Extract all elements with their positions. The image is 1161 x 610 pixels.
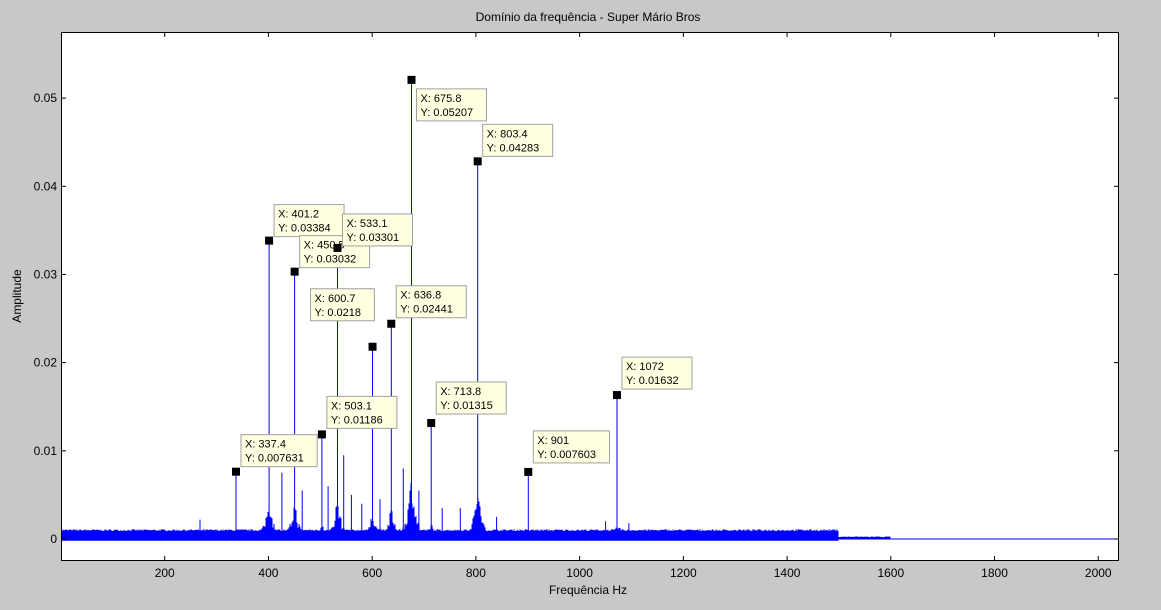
x-tick-label: 600 (362, 566, 382, 580)
datatip-marker (368, 342, 377, 351)
datatip-x-label: X: 337.4 (245, 439, 286, 451)
datatip[interactable]: X: 803.4 Y: 0.04283 (473, 123, 554, 166)
datatip-x-label: X: 675.8 (420, 93, 461, 105)
datatip-y-label: Y: 0.05207 (420, 107, 473, 119)
datatip-x-label: X: 401.2 (278, 209, 319, 221)
datatip-marker (473, 157, 482, 166)
datatip-y-label: Y: 0.007603 (537, 449, 596, 461)
datatip-box (273, 204, 345, 238)
datatip-marker (612, 391, 621, 400)
datatip-box (326, 395, 398, 429)
datatip-box (415, 88, 487, 122)
datatip-marker (524, 467, 533, 476)
datatip-y-label: Y: 0.03301 (346, 232, 399, 244)
x-tick-label: 1400 (774, 566, 801, 580)
datatip-box (482, 123, 554, 157)
x-tick-label: 200 (155, 566, 175, 580)
datatip-x-label: X: 803.4 (487, 128, 528, 140)
plot-frame (61, 32, 1119, 561)
datatip[interactable]: X: 533.1 Y: 0.03301 (333, 213, 413, 252)
datatip-y-label: Y: 0.007631 (245, 453, 304, 465)
datatip[interactable]: X: 503.1 Y: 0.01186 (317, 395, 398, 439)
spectrum-series (61, 79, 1119, 541)
datatip-box (621, 356, 693, 390)
datatip-x-label: X: 533.1 (346, 218, 387, 230)
y-axis-label: Amplitude (10, 269, 24, 323)
datatip-y-label: Y: 0.0218 (315, 307, 362, 319)
x-tick-label: 2000 (1085, 566, 1112, 580)
datatip-marker (387, 319, 396, 328)
y-tick-label: 0 (50, 532, 57, 546)
datatip-x-label: X: 713.8 (440, 386, 481, 398)
y-tick-label: 0.05 (34, 91, 58, 105)
chart-title: Domínio da frequência - Super Mário Bros (476, 10, 701, 24)
x-tick-label: 800 (466, 566, 486, 580)
y-tick-label: 0.03 (34, 267, 58, 281)
datatip-marker (427, 419, 436, 428)
datatip-marker (231, 467, 240, 476)
datatip-box (310, 288, 375, 322)
datatip-y-label: Y: 0.01632 (626, 375, 679, 387)
datatip[interactable]: X: 636.8 Y: 0.02441 (387, 285, 467, 328)
x-axis-label: Frequência Hz (549, 583, 627, 597)
datatip[interactable]: X: 1072 Y: 0.01632 (612, 356, 693, 400)
datatip-x-label: X: 636.8 (400, 290, 441, 302)
datatip-x-label: X: 503.1 (331, 400, 372, 412)
datatip-y-label: Y: 0.01315 (440, 400, 493, 412)
x-tick-label: 1000 (566, 566, 593, 580)
datatip-marker (333, 243, 342, 252)
datatip-x-label: X: 600.7 (315, 293, 356, 305)
datatip[interactable]: X: 675.8 Y: 0.05207 (407, 75, 487, 122)
y-tick-label: 0.04 (34, 179, 58, 193)
datatip-box (532, 430, 610, 464)
datatip-marker (265, 236, 274, 245)
x-tick-label: 1600 (877, 566, 904, 580)
datatip[interactable]: X: 337.4 Y: 0.007631 (231, 434, 318, 476)
datatip-marker (290, 267, 299, 276)
datatip[interactable]: X: 713.8 Y: 0.01315 (427, 381, 507, 428)
datatip-y-label: Y: 0.01186 (331, 414, 383, 426)
spectrum-line (61, 79, 1119, 541)
x-tick-label: 1800 (981, 566, 1008, 580)
datatip-box (395, 285, 467, 319)
datatip-marker (317, 430, 326, 439)
datatip-box (240, 434, 318, 468)
datatip[interactable]: X: 401.2 Y: 0.03384 (265, 204, 345, 245)
datatip-x-label: X: 901 (537, 435, 569, 447)
datatip-y-label: Y: 0.03384 (278, 223, 331, 235)
x-tick-label: 400 (258, 566, 278, 580)
plot-area (61, 32, 1119, 561)
datatip-marker (407, 75, 416, 84)
x-axis: 200 400 600 800 1000 1200 1400 1600 1800 2000 (155, 32, 1112, 580)
y-tick-label: 0.02 (34, 356, 58, 370)
datatip[interactable]: X: 901 Y: 0.007603 (524, 430, 610, 476)
datatip-y-label: Y: 0.03032 (304, 254, 357, 266)
datatip-y-label: Y: 0.02441 (400, 304, 453, 316)
datatip-y-label: Y: 0.04283 (487, 142, 540, 154)
datatip-box (435, 381, 507, 415)
datatip[interactable]: X: 600.7 Y: 0.0218 (310, 288, 377, 351)
y-axis: 0 0.01 0.02 0.03 0.04 0.05 (34, 91, 1119, 546)
x-tick-label: 1200 (670, 566, 697, 580)
y-tick-label: 0.01 (34, 444, 58, 458)
datatip-box (341, 213, 413, 247)
datatip-x-label: X: 1072 (626, 361, 664, 373)
